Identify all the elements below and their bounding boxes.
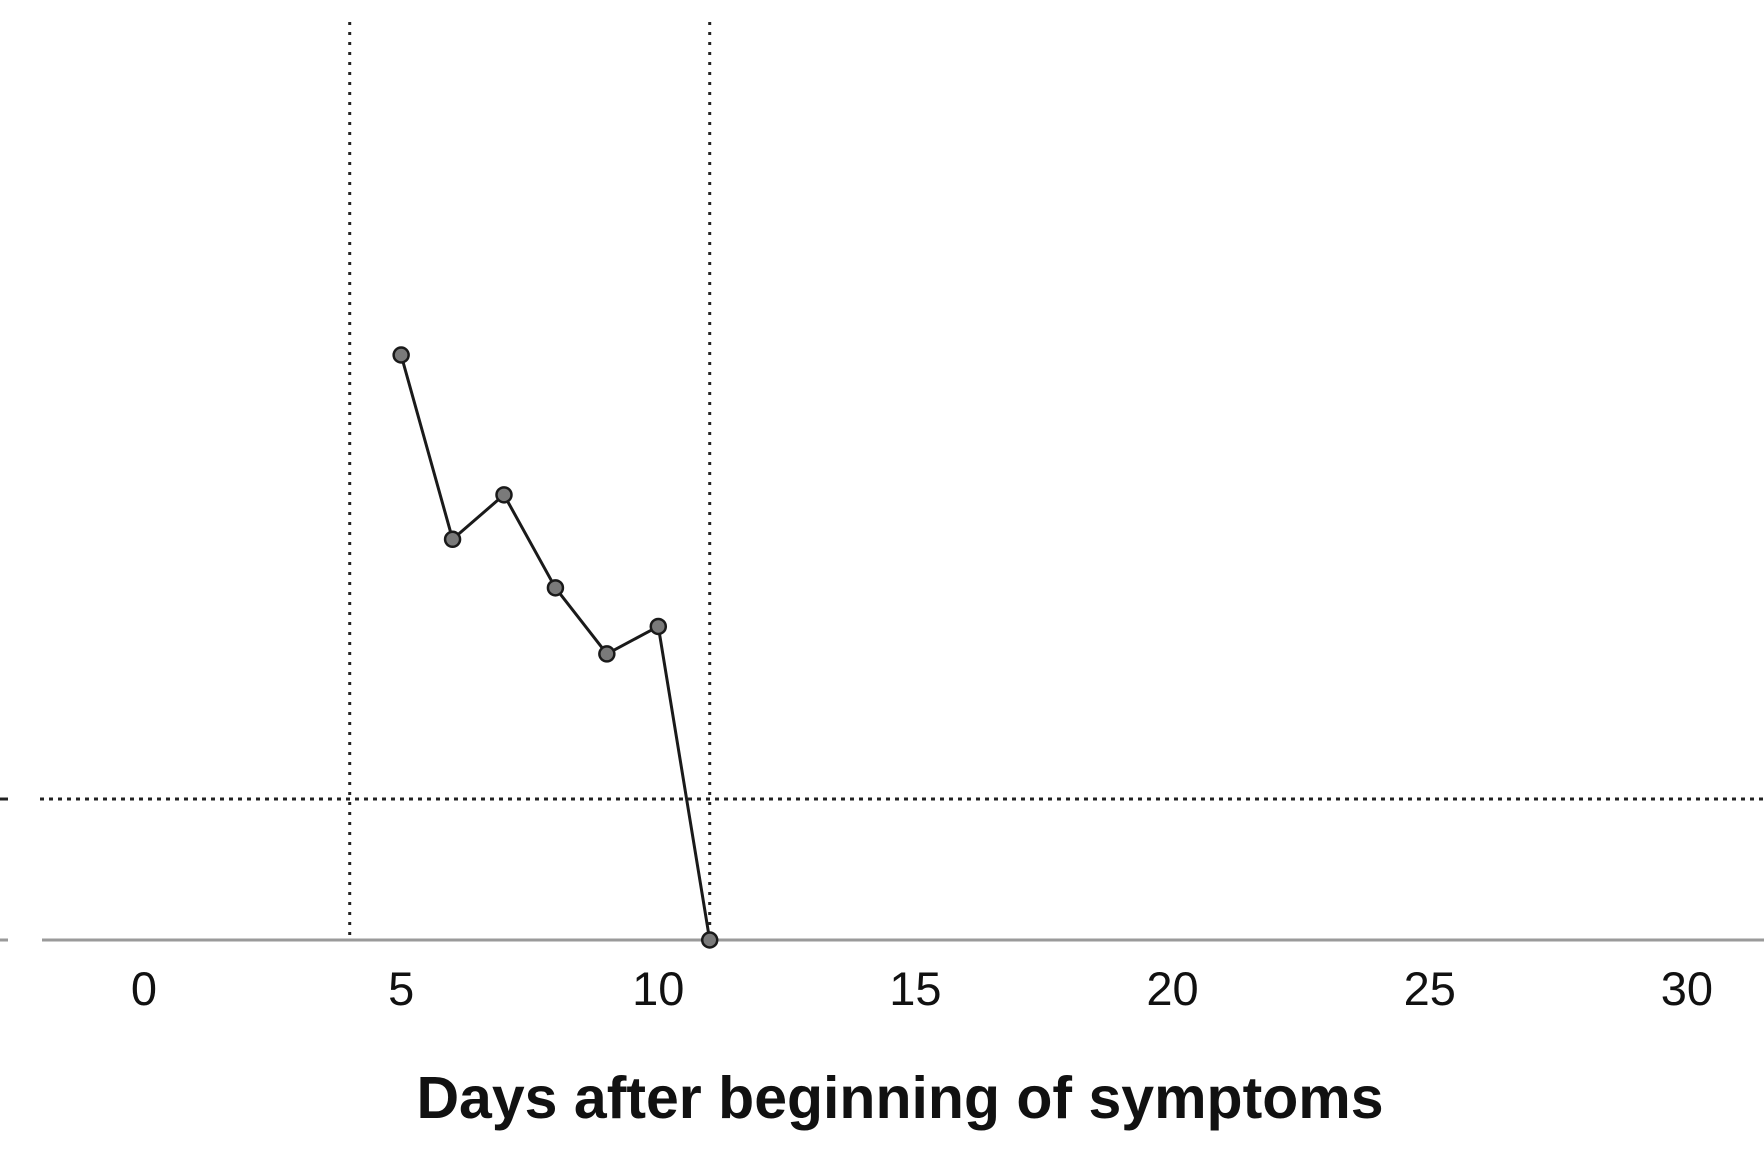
x-tick-label: 25 — [1404, 962, 1456, 1015]
data-point — [649, 617, 668, 636]
x-tick-label: 15 — [889, 962, 941, 1015]
reference-lines — [40, 22, 1764, 940]
x-tick-label: 20 — [1146, 962, 1198, 1015]
series-line — [399, 354, 712, 941]
data-point — [700, 931, 719, 949]
x-tick-label: 0 — [131, 962, 157, 1015]
x-tick-label: 10 — [632, 962, 684, 1015]
x-tick-label: 5 — [388, 962, 414, 1015]
x-tick-labels: 0 5 10 15 20 25 30 — [131, 962, 1713, 1015]
series-layer — [392, 346, 719, 949]
data-point — [443, 530, 462, 549]
x-axis-title: Days after beginning of symptoms — [416, 1065, 1383, 1131]
data-point — [495, 486, 513, 504]
x-tick-label: 30 — [1661, 962, 1713, 1015]
data-point — [546, 579, 565, 597]
data-point — [392, 346, 410, 364]
data-point — [598, 645, 616, 663]
